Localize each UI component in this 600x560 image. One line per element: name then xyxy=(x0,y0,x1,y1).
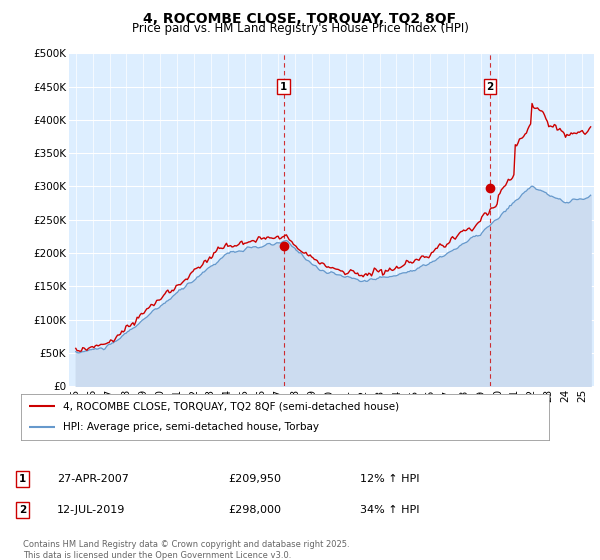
Text: 2: 2 xyxy=(487,82,494,91)
Text: HPI: Average price, semi-detached house, Torbay: HPI: Average price, semi-detached house,… xyxy=(63,422,319,432)
Text: 1: 1 xyxy=(280,82,287,91)
Text: 4, ROCOMBE CLOSE, TORQUAY, TQ2 8QF: 4, ROCOMBE CLOSE, TORQUAY, TQ2 8QF xyxy=(143,12,457,26)
Text: 34% ↑ HPI: 34% ↑ HPI xyxy=(360,505,419,515)
Text: 12-JUL-2019: 12-JUL-2019 xyxy=(57,505,125,515)
Text: Contains HM Land Registry data © Crown copyright and database right 2025.
This d: Contains HM Land Registry data © Crown c… xyxy=(23,540,349,560)
Text: 4, ROCOMBE CLOSE, TORQUAY, TQ2 8QF (semi-detached house): 4, ROCOMBE CLOSE, TORQUAY, TQ2 8QF (semi… xyxy=(63,401,400,411)
Text: £298,000: £298,000 xyxy=(228,505,281,515)
Text: 27-APR-2007: 27-APR-2007 xyxy=(57,474,129,484)
Text: 12% ↑ HPI: 12% ↑ HPI xyxy=(360,474,419,484)
Text: 1: 1 xyxy=(19,474,26,484)
Text: Price paid vs. HM Land Registry's House Price Index (HPI): Price paid vs. HM Land Registry's House … xyxy=(131,22,469,35)
Text: £209,950: £209,950 xyxy=(228,474,281,484)
Text: 2: 2 xyxy=(19,505,26,515)
